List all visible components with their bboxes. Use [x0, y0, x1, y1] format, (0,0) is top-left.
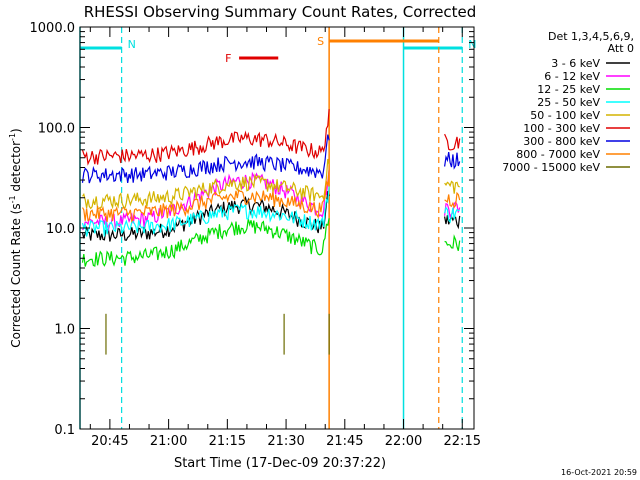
y-axis-label: Corrected Count Rate (s-1 detector-1) — [8, 128, 23, 347]
x-tick-label: 22:00 — [385, 434, 422, 449]
x-tick-label: 21:15 — [209, 434, 246, 449]
generated-timestamp: 16-Oct-2021 20:59 — [561, 468, 637, 477]
legend-entry-label: 50 - 100 keV — [530, 109, 600, 122]
legend-entry-label: 800 - 7000 keV — [516, 148, 600, 161]
series-line-100-300-kev — [81, 109, 461, 166]
series-line-300-800-kev — [81, 134, 461, 184]
y-tick-label: 0.1 — [54, 423, 75, 438]
y-axis: 0.1 1.0 10.0 100.0 1000.0 — [30, 21, 474, 438]
legend-entry-label: 300 - 800 keV — [523, 135, 600, 148]
series-layer — [81, 109, 461, 355]
x-tick-label: 21:45 — [326, 434, 363, 449]
y-axis-label-sup1: -1 — [8, 195, 17, 203]
y-tick-label: 100.0 — [38, 122, 75, 137]
y-axis-label-mid: detector — [9, 141, 23, 196]
series-line-25-50-kev — [81, 186, 460, 237]
legend-entry-label: 12 - 25 keV — [537, 83, 600, 96]
x-axis: 20:45 21:00 21:15 21:30 21:45 22:00 22:15 — [89, 27, 481, 449]
night-interval-label: N — [468, 38, 476, 51]
legend-header-line1: Det 1,3,4,5,6,9, — [548, 30, 634, 43]
night-interval-label: N — [128, 38, 136, 51]
x-tick-label: 21:00 — [150, 434, 187, 449]
y-axis-label-main: Corrected Count Rate (s — [9, 203, 23, 347]
x-tick-label: 21:30 — [267, 434, 304, 449]
legend-entry-label: 3 - 6 keV — [551, 57, 600, 70]
x-tick-label: 22:15 — [444, 434, 481, 449]
flare-interval-label: F — [225, 52, 231, 65]
y-axis-label-end: ) — [9, 128, 23, 133]
series-line-800-7000-kev — [81, 169, 461, 223]
y-tick-label: 1.0 — [54, 323, 75, 338]
y-axis-label-sup2: -1 — [8, 133, 17, 141]
legend-entry-label: 7000 - 15000 keV — [502, 161, 600, 174]
legend-entry-label: 6 - 12 keV — [544, 70, 600, 83]
saa-interval-label: S — [317, 35, 324, 48]
y-tick-label: 1000.0 — [30, 21, 76, 36]
legend-entry-label: 25 - 50 keV — [537, 96, 600, 109]
legend-entry-label: 100 - 300 keV — [523, 122, 600, 135]
y-tick-label: 10.0 — [46, 222, 75, 237]
series-line-12-25-kev — [81, 218, 461, 267]
x-tick-label: 20:45 — [91, 434, 128, 449]
chart-title: RHESSI Observing Summary Count Rates, Co… — [84, 3, 477, 21]
x-axis-label: Start Time (17-Dec-09 20:37:22) — [174, 456, 386, 471]
legend-header-line2: Att 0 — [608, 42, 634, 55]
